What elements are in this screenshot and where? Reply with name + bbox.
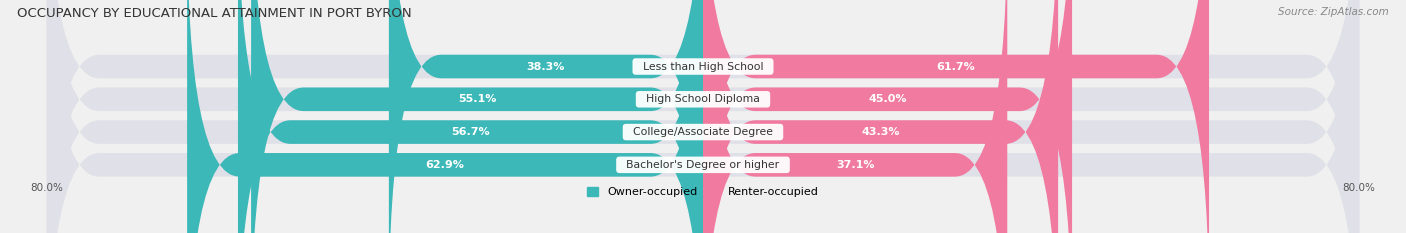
FancyBboxPatch shape <box>703 0 1209 233</box>
Text: Source: ZipAtlas.com: Source: ZipAtlas.com <box>1278 7 1389 17</box>
FancyBboxPatch shape <box>238 0 703 233</box>
FancyBboxPatch shape <box>703 0 1073 233</box>
FancyBboxPatch shape <box>46 0 1360 233</box>
Text: 80.0%: 80.0% <box>31 183 63 193</box>
Text: 55.1%: 55.1% <box>458 94 496 104</box>
Text: 37.1%: 37.1% <box>837 160 875 170</box>
FancyBboxPatch shape <box>703 0 1007 233</box>
FancyBboxPatch shape <box>46 0 1360 233</box>
Text: 61.7%: 61.7% <box>936 62 976 72</box>
FancyBboxPatch shape <box>389 0 703 233</box>
Text: OCCUPANCY BY EDUCATIONAL ATTAINMENT IN PORT BYRON: OCCUPANCY BY EDUCATIONAL ATTAINMENT IN P… <box>17 7 412 20</box>
Legend: Owner-occupied, Renter-occupied: Owner-occupied, Renter-occupied <box>586 187 820 197</box>
FancyBboxPatch shape <box>703 0 1059 233</box>
Text: 45.0%: 45.0% <box>869 94 907 104</box>
FancyBboxPatch shape <box>46 0 1360 233</box>
Text: 43.3%: 43.3% <box>862 127 900 137</box>
Text: High School Diploma: High School Diploma <box>640 94 766 104</box>
Text: College/Associate Degree: College/Associate Degree <box>626 127 780 137</box>
Text: 62.9%: 62.9% <box>426 160 464 170</box>
Text: Bachelor's Degree or higher: Bachelor's Degree or higher <box>620 160 786 170</box>
Text: 56.7%: 56.7% <box>451 127 489 137</box>
Text: Less than High School: Less than High School <box>636 62 770 72</box>
Text: 80.0%: 80.0% <box>1343 183 1375 193</box>
Text: 38.3%: 38.3% <box>527 62 565 72</box>
FancyBboxPatch shape <box>252 0 703 233</box>
FancyBboxPatch shape <box>187 0 703 233</box>
FancyBboxPatch shape <box>46 0 1360 233</box>
